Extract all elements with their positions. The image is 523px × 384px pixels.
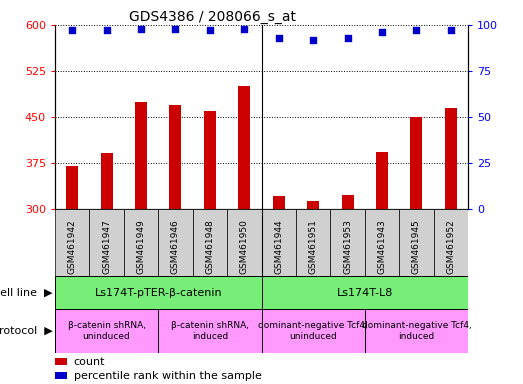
Text: count: count xyxy=(74,357,105,367)
Bar xyxy=(238,86,251,384)
Bar xyxy=(331,209,365,276)
Point xyxy=(206,27,214,33)
Text: dominant-negative Tcf4,
uninduced: dominant-negative Tcf4, uninduced xyxy=(258,321,368,341)
Bar xyxy=(365,309,468,353)
Text: cell line  ▶: cell line ▶ xyxy=(0,288,52,298)
Text: GSM461949: GSM461949 xyxy=(137,219,145,274)
Text: β-catenin shRNA,
induced: β-catenin shRNA, induced xyxy=(171,321,249,341)
Bar xyxy=(376,152,388,384)
Bar xyxy=(342,195,354,384)
Bar xyxy=(89,209,124,276)
Bar xyxy=(55,276,262,309)
Bar xyxy=(307,201,319,384)
Text: dominant-negative Tcf4,
induced: dominant-negative Tcf4, induced xyxy=(361,321,471,341)
Text: GSM461946: GSM461946 xyxy=(171,219,180,274)
Bar xyxy=(55,358,67,366)
Bar xyxy=(158,309,262,353)
Point xyxy=(344,35,352,41)
Text: protocol  ▶: protocol ▶ xyxy=(0,326,52,336)
Text: GDS4386 / 208066_s_at: GDS4386 / 208066_s_at xyxy=(129,10,297,24)
Point xyxy=(171,26,179,32)
Bar xyxy=(411,117,423,384)
Text: GSM461947: GSM461947 xyxy=(102,219,111,274)
Bar xyxy=(158,209,192,276)
Point xyxy=(378,29,386,35)
Text: GSM461945: GSM461945 xyxy=(412,219,421,274)
Bar xyxy=(227,209,262,276)
Bar xyxy=(55,309,158,353)
Bar xyxy=(55,209,89,276)
Bar xyxy=(272,196,285,384)
Point xyxy=(275,35,283,41)
Point xyxy=(240,26,248,32)
Point xyxy=(309,36,317,43)
Bar xyxy=(192,209,227,276)
Text: β-catenin shRNA,
uninduced: β-catenin shRNA, uninduced xyxy=(67,321,145,341)
Bar xyxy=(66,166,78,384)
Text: GSM461944: GSM461944 xyxy=(274,219,283,274)
Point xyxy=(412,27,420,33)
Bar xyxy=(204,111,216,384)
Text: GSM461948: GSM461948 xyxy=(206,219,214,274)
Bar xyxy=(169,105,181,384)
Bar xyxy=(262,276,468,309)
Bar xyxy=(262,309,365,353)
Text: GSM461952: GSM461952 xyxy=(446,219,456,274)
Point xyxy=(447,27,455,33)
Text: Ls174T-pTER-β-catenin: Ls174T-pTER-β-catenin xyxy=(94,288,222,298)
Text: GSM461942: GSM461942 xyxy=(67,219,77,274)
Bar xyxy=(135,102,147,384)
Text: GSM461943: GSM461943 xyxy=(378,219,386,274)
Text: GSM461950: GSM461950 xyxy=(240,219,249,274)
Text: Ls174T-L8: Ls174T-L8 xyxy=(337,288,393,298)
Bar xyxy=(445,108,457,384)
Bar xyxy=(434,209,468,276)
Point xyxy=(68,27,76,33)
Point xyxy=(137,26,145,32)
Bar xyxy=(296,209,331,276)
Text: percentile rank within the sample: percentile rank within the sample xyxy=(74,371,262,381)
Bar xyxy=(100,153,112,384)
Text: GSM461953: GSM461953 xyxy=(343,219,352,274)
Text: GSM461951: GSM461951 xyxy=(309,219,317,274)
Bar xyxy=(124,209,158,276)
Bar xyxy=(262,209,296,276)
Bar xyxy=(55,372,67,379)
Point xyxy=(103,27,111,33)
Bar xyxy=(399,209,434,276)
Bar xyxy=(365,209,399,276)
